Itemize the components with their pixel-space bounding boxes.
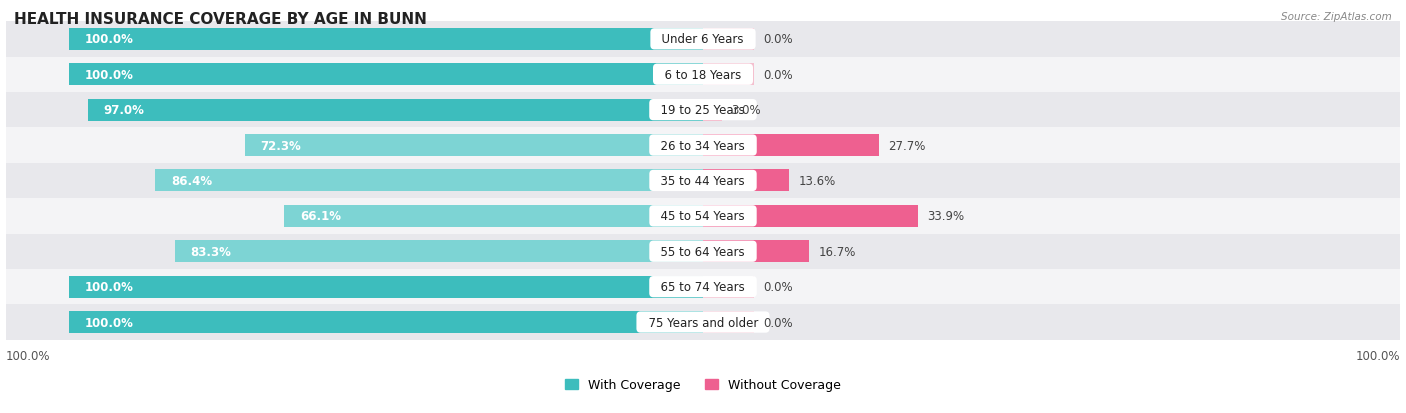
Text: 0.0%: 0.0%: [763, 280, 793, 294]
FancyBboxPatch shape: [6, 199, 1400, 234]
Bar: [89, 100, 703, 121]
Text: 75 Years and older: 75 Years and older: [641, 316, 765, 329]
Bar: [703, 29, 754, 51]
Text: 100.0%: 100.0%: [84, 69, 134, 81]
Text: 66.1%: 66.1%: [299, 210, 340, 223]
Text: 33.9%: 33.9%: [928, 210, 965, 223]
FancyBboxPatch shape: [6, 163, 1400, 199]
Text: 83.3%: 83.3%: [191, 245, 232, 258]
Bar: [155, 170, 703, 192]
Bar: [703, 170, 789, 192]
Bar: [284, 205, 703, 227]
Text: 0.0%: 0.0%: [763, 316, 793, 329]
Text: HEALTH INSURANCE COVERAGE BY AGE IN BUNN: HEALTH INSURANCE COVERAGE BY AGE IN BUNN: [14, 12, 427, 27]
Bar: [703, 135, 879, 157]
Text: 45 to 54 Years: 45 to 54 Years: [654, 210, 752, 223]
Bar: [703, 100, 723, 121]
Text: 97.0%: 97.0%: [104, 104, 145, 117]
Text: 6 to 18 Years: 6 to 18 Years: [657, 69, 749, 81]
FancyBboxPatch shape: [6, 93, 1400, 128]
Text: 0.0%: 0.0%: [763, 33, 793, 46]
FancyBboxPatch shape: [6, 128, 1400, 163]
Bar: [703, 205, 918, 227]
Text: 72.3%: 72.3%: [260, 139, 301, 152]
Bar: [69, 311, 703, 333]
Bar: [703, 276, 754, 298]
Text: Under 6 Years: Under 6 Years: [655, 33, 751, 46]
Text: 100.0%: 100.0%: [84, 280, 134, 294]
Text: 55 to 64 Years: 55 to 64 Years: [654, 245, 752, 258]
Text: 100.0%: 100.0%: [1355, 349, 1400, 362]
Bar: [245, 135, 703, 157]
Bar: [69, 276, 703, 298]
Bar: [703, 64, 754, 86]
FancyBboxPatch shape: [6, 305, 1400, 340]
Text: 86.4%: 86.4%: [172, 175, 212, 188]
Text: 26 to 34 Years: 26 to 34 Years: [654, 139, 752, 152]
Bar: [703, 311, 754, 333]
Text: 65 to 74 Years: 65 to 74 Years: [654, 280, 752, 294]
Legend: With Coverage, Without Coverage: With Coverage, Without Coverage: [565, 378, 841, 391]
Text: 3.0%: 3.0%: [731, 104, 761, 117]
Bar: [174, 241, 703, 263]
Text: 0.0%: 0.0%: [763, 69, 793, 81]
Text: 13.6%: 13.6%: [799, 175, 837, 188]
FancyBboxPatch shape: [6, 234, 1400, 269]
Text: 100.0%: 100.0%: [6, 349, 51, 362]
Bar: [69, 29, 703, 51]
Text: 100.0%: 100.0%: [84, 316, 134, 329]
FancyBboxPatch shape: [6, 269, 1400, 305]
Text: 35 to 44 Years: 35 to 44 Years: [654, 175, 752, 188]
Text: 16.7%: 16.7%: [818, 245, 856, 258]
FancyBboxPatch shape: [6, 57, 1400, 93]
Text: Source: ZipAtlas.com: Source: ZipAtlas.com: [1281, 12, 1392, 22]
Text: 19 to 25 Years: 19 to 25 Years: [654, 104, 752, 117]
FancyBboxPatch shape: [6, 22, 1400, 57]
Text: 27.7%: 27.7%: [889, 139, 925, 152]
Bar: [69, 64, 703, 86]
Text: 100.0%: 100.0%: [84, 33, 134, 46]
Bar: [703, 241, 808, 263]
